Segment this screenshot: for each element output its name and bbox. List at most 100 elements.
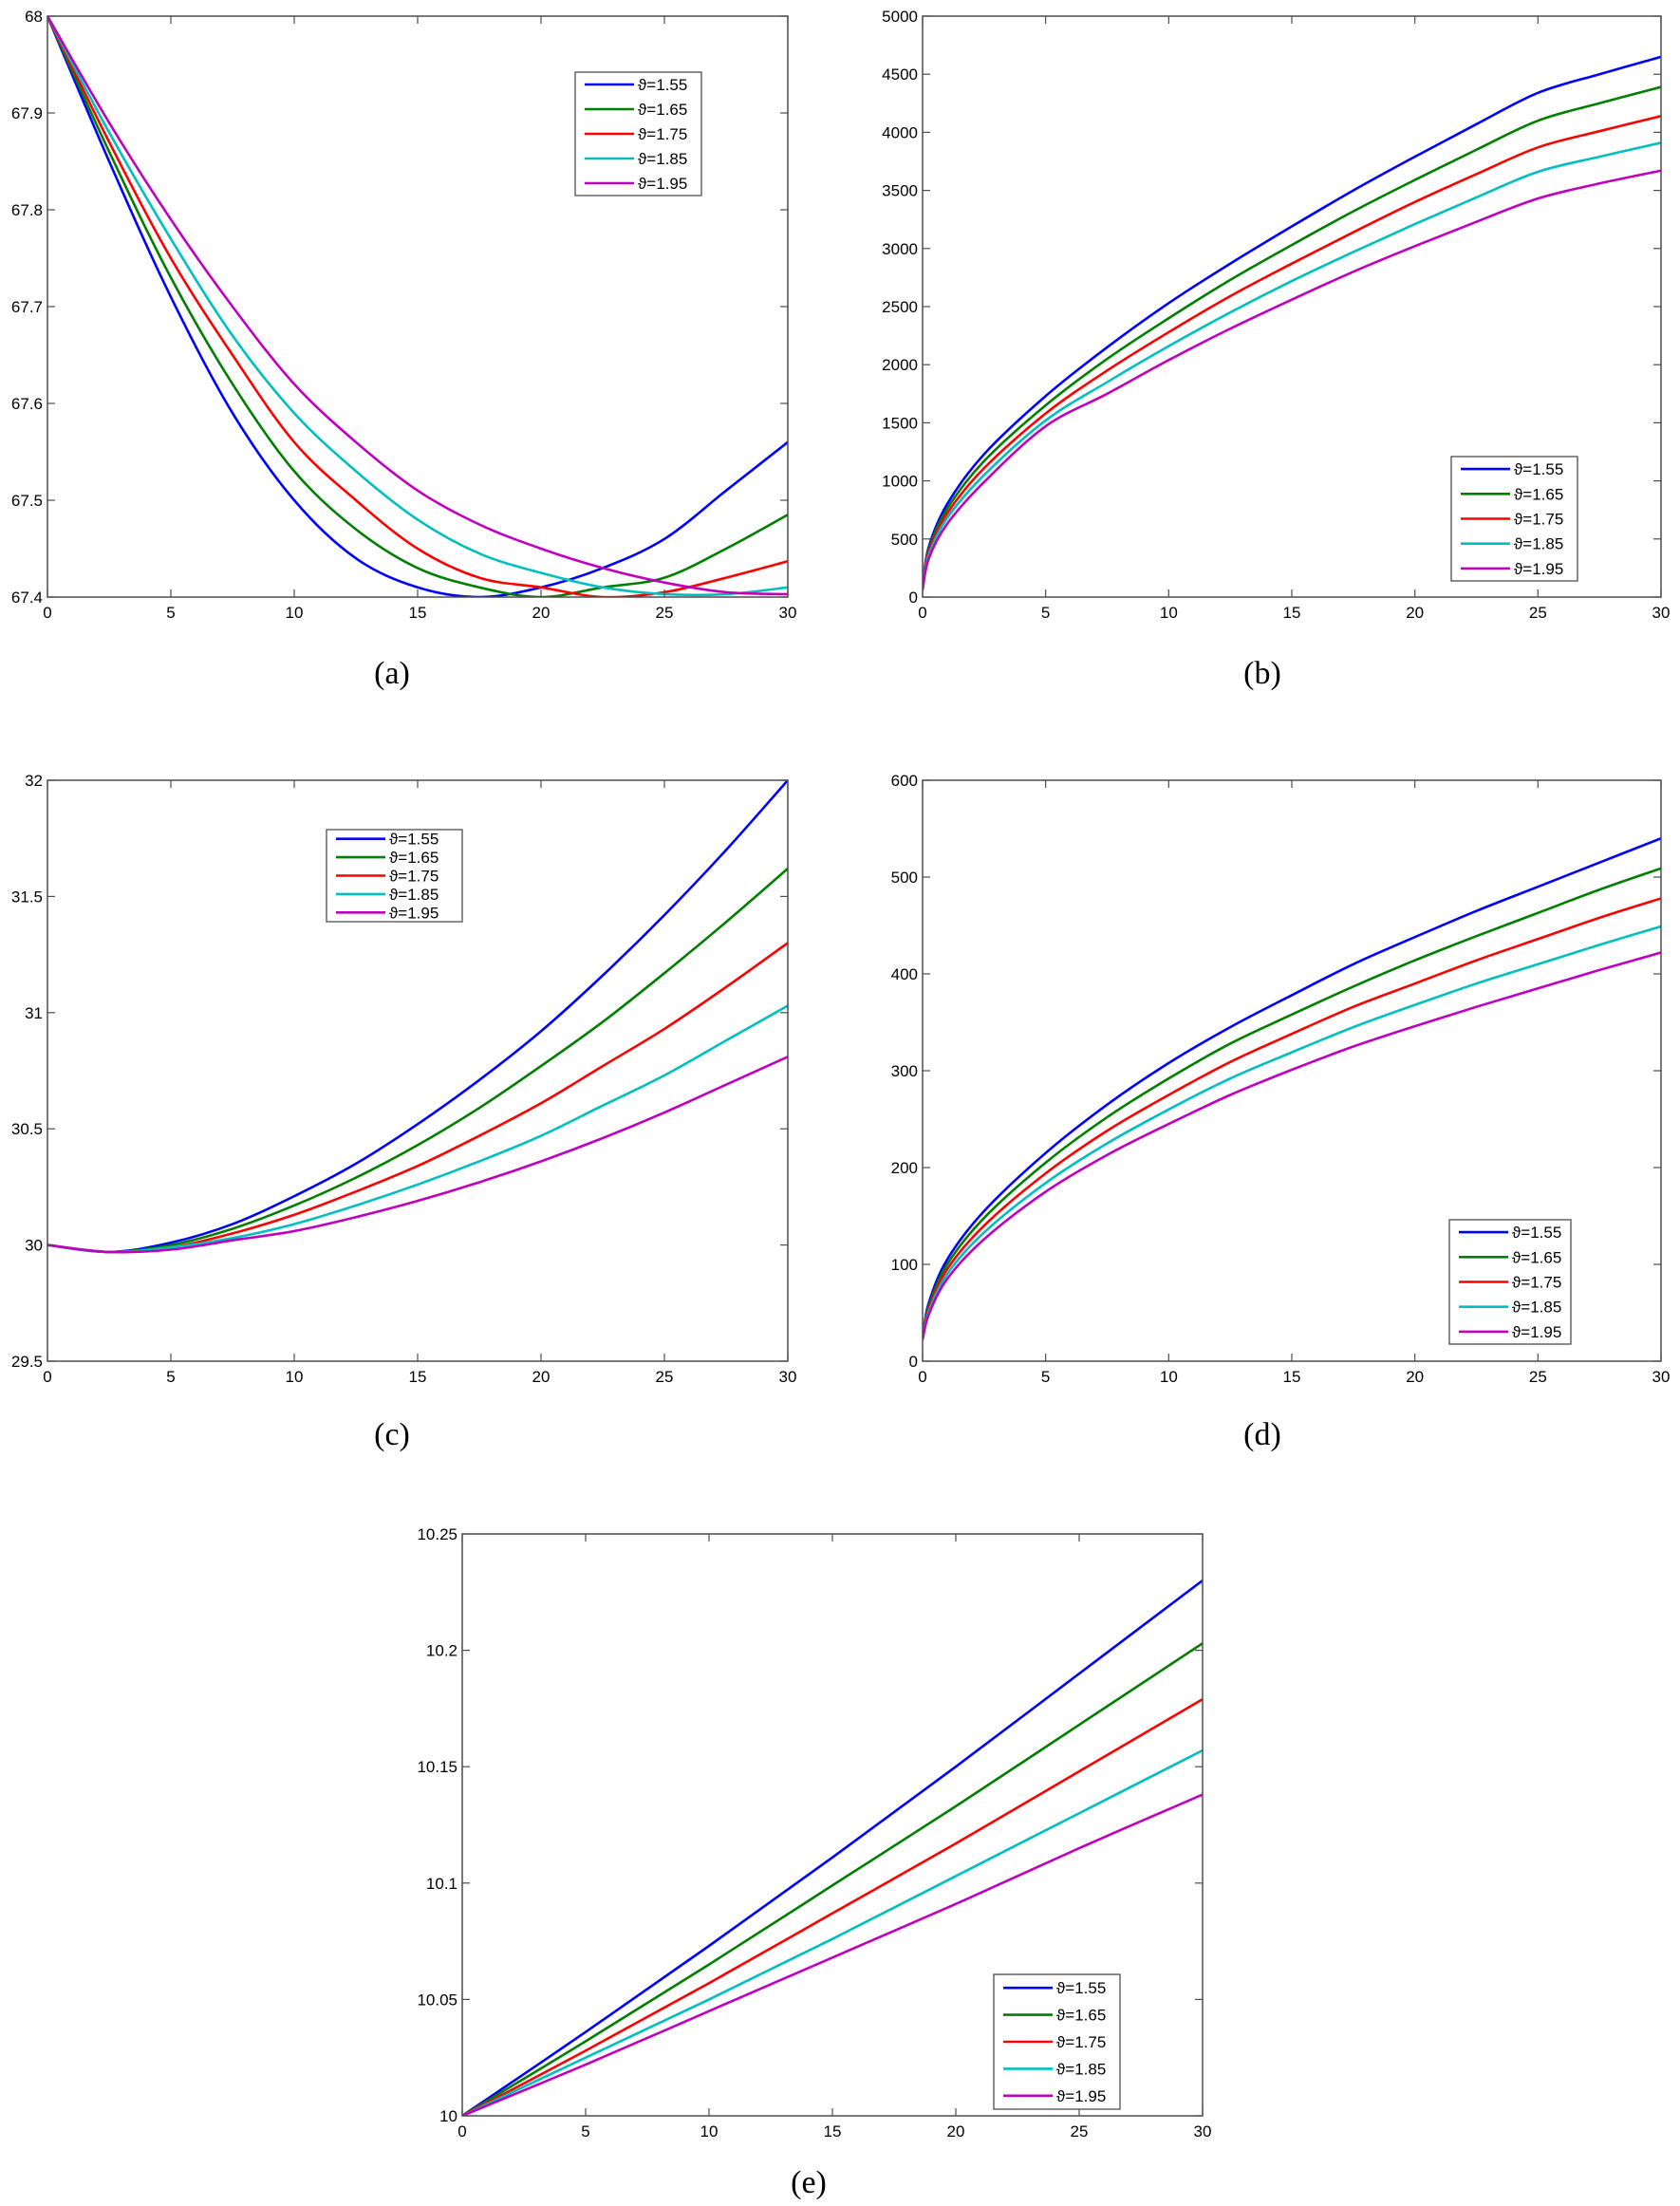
x-tick-label: 20 bbox=[947, 2122, 965, 2141]
plot-area-a bbox=[47, 16, 788, 597]
series-line-d-2 bbox=[923, 897, 1661, 1338]
y-tick-label: 67.8 bbox=[11, 201, 43, 219]
chart-panel-d: 0 5 10 15 20 25 300100200300400500600ϑ=1.55ϑ=1… bbox=[891, 772, 1671, 1452]
legend-label: ϑ=1.95 bbox=[1512, 1323, 1561, 1341]
chart-panel-e: 0 5 10 15 20 25 30 10 10.05 10.1 10.15 10.2 10.25 ϑ=1… bbox=[417, 1525, 1211, 2200]
x-tick-label: 10 bbox=[286, 604, 304, 622]
legend-label: ϑ=1.95 bbox=[1056, 2087, 1106, 2105]
y-tick-label: 10.2 bbox=[426, 1642, 457, 1660]
chart-panel-c: 0 5 10 15 20 25 3029.53030.53131.532ϑ=1.55ϑ=1.… bbox=[11, 772, 797, 1452]
y-tick-label: 10.05 bbox=[417, 1991, 457, 2009]
y-tick-label: 30.5 bbox=[11, 1120, 43, 1138]
x-tick-label: 10 bbox=[1160, 604, 1178, 622]
y-tick-label: 3500 bbox=[882, 182, 918, 200]
legend-label: ϑ=1.75 bbox=[1514, 511, 1563, 529]
y-tick-label: 500 bbox=[891, 531, 918, 549]
legend-e: ϑ=1.55 ϑ=1.65 ϑ=1.75 ϑ=1.85 ϑ=1.95 bbox=[993, 1973, 1121, 2110]
x-tick-label: 25 bbox=[656, 1368, 674, 1386]
x-tick-label: 25 bbox=[1529, 1368, 1547, 1386]
legend-label: ϑ=1.55 bbox=[638, 76, 687, 94]
legend-d: ϑ=1.55 ϑ=1.65 ϑ=1.75 ϑ=1.85 ϑ=1.95 bbox=[1448, 1219, 1572, 1345]
y-tick-label: 600 bbox=[891, 772, 918, 790]
y-tick-label: 0 bbox=[909, 1353, 918, 1371]
y-tick-label: 0 bbox=[909, 589, 918, 607]
y-tick-label: 200 bbox=[891, 1159, 918, 1177]
legend-label: ϑ=1.85 bbox=[1056, 2060, 1106, 2078]
x-tick-label: 30 bbox=[1652, 1368, 1671, 1386]
legend-label: ϑ=1.55 bbox=[1514, 460, 1563, 478]
legend-b: ϑ=1.55 ϑ=1.65 ϑ=1.75 ϑ=1.85 ϑ=1.95 bbox=[1450, 456, 1578, 582]
legend-label: ϑ=1.55 bbox=[389, 831, 439, 849]
x-tick-label: 10 bbox=[700, 2122, 719, 2141]
x-tick-label: 0 bbox=[457, 2122, 466, 2141]
x-tick-label: 20 bbox=[532, 604, 551, 622]
x-tick-label: 10 bbox=[1160, 1368, 1178, 1386]
y-tick-label: 2500 bbox=[882, 298, 918, 316]
legend-label: ϑ=1.55 bbox=[1512, 1224, 1561, 1242]
series-line-e-2 bbox=[462, 1697, 1203, 2116]
y-tick-label: 10 bbox=[439, 2107, 457, 2125]
y-tick-label: 31.5 bbox=[11, 888, 43, 906]
panel-caption-a: (a) bbox=[374, 656, 410, 691]
series-line-e-4 bbox=[462, 1793, 1203, 2116]
legend-c: ϑ=1.55ϑ=1.65ϑ=1.75ϑ=1.85ϑ=1.95 bbox=[326, 829, 463, 923]
x-tick-label: 15 bbox=[1283, 1368, 1301, 1386]
x-tick-label: 15 bbox=[409, 1368, 427, 1386]
x-tick-label: 15 bbox=[824, 2122, 842, 2141]
x-tick-label: 30 bbox=[779, 1368, 797, 1386]
plot-area-d bbox=[923, 836, 1661, 1340]
x-tick-label: 0 bbox=[918, 604, 926, 622]
legend-label: ϑ=1.85 bbox=[389, 886, 439, 904]
legend-label: ϑ=1.75 bbox=[389, 868, 439, 886]
legend-label: ϑ=1.65 bbox=[1514, 485, 1563, 503]
legend-label: ϑ=1.65 bbox=[389, 849, 439, 867]
legend-label: ϑ=1.85 bbox=[1514, 535, 1563, 553]
plot-area-e bbox=[462, 1580, 1203, 2116]
y-tick-label: 68 bbox=[25, 8, 43, 26]
y-tick-label: 4000 bbox=[882, 123, 918, 141]
y-tick-label: 400 bbox=[891, 965, 918, 983]
legend-label: ϑ=1.65 bbox=[638, 101, 687, 119]
series-line-d-3 bbox=[923, 925, 1661, 1339]
legend-label: ϑ=1.75 bbox=[1512, 1274, 1561, 1292]
legend-label: ϑ=1.55 bbox=[1056, 1979, 1106, 1997]
y-tick-label: 1500 bbox=[882, 414, 918, 432]
legend-label: ϑ=1.85 bbox=[1512, 1299, 1561, 1317]
x-tick-label: 0 bbox=[43, 1368, 51, 1386]
chart-panel-a: 0 5 10 15 20 25 30 67.4 67.5 67.6 67.7 67.8 67.9 68 ϑ=… bbox=[11, 8, 797, 691]
x-tick-label: 15 bbox=[1283, 604, 1301, 622]
panel-caption-c: (c) bbox=[374, 1417, 410, 1452]
y-tick-label: 1000 bbox=[882, 473, 918, 491]
series-line-a-3 bbox=[47, 16, 788, 597]
x-tick-label: 5 bbox=[166, 604, 175, 622]
series-line-c-1 bbox=[47, 868, 788, 1254]
y-tick-label: 29.5 bbox=[11, 1353, 43, 1371]
y-tick-label: 100 bbox=[891, 1256, 918, 1274]
series-line-b-4 bbox=[923, 169, 1661, 590]
series-line-b-1 bbox=[923, 85, 1661, 586]
x-tick-label: 0 bbox=[918, 1368, 926, 1386]
x-tick-label: 15 bbox=[409, 604, 427, 622]
x-tick-label: 5 bbox=[1041, 604, 1050, 622]
y-tick-label: 3000 bbox=[882, 240, 918, 258]
legend-label: ϑ=1.95 bbox=[389, 904, 439, 922]
panel-caption-e: (e) bbox=[791, 2165, 827, 2200]
series-line-a-4 bbox=[47, 16, 788, 596]
x-tick-label: 5 bbox=[581, 2122, 589, 2141]
y-tick-label: 2000 bbox=[882, 356, 918, 374]
y-tick-label: 67.9 bbox=[11, 104, 43, 122]
legend-a: ϑ=1.55 ϑ=1.65 ϑ=1.75 ϑ=1.85 ϑ=1.95 bbox=[574, 71, 702, 196]
series-line-c-2 bbox=[47, 942, 788, 1254]
legend-label: ϑ=1.85 bbox=[638, 150, 687, 168]
x-tick-label: 10 bbox=[286, 1368, 304, 1386]
series-line-c-0 bbox=[47, 780, 788, 1254]
series-line-a-0 bbox=[47, 16, 788, 597]
x-tick-label: 5 bbox=[1041, 1368, 1050, 1386]
y-tick-label: 10.25 bbox=[417, 1525, 457, 1543]
y-tick-label: 67.4 bbox=[11, 589, 43, 607]
x-tick-label: 30 bbox=[1194, 2122, 1212, 2141]
x-tick-label: 5 bbox=[166, 1368, 175, 1386]
series-line-e-0 bbox=[462, 1580, 1203, 2116]
y-tick-label: 10.1 bbox=[426, 1875, 457, 1893]
